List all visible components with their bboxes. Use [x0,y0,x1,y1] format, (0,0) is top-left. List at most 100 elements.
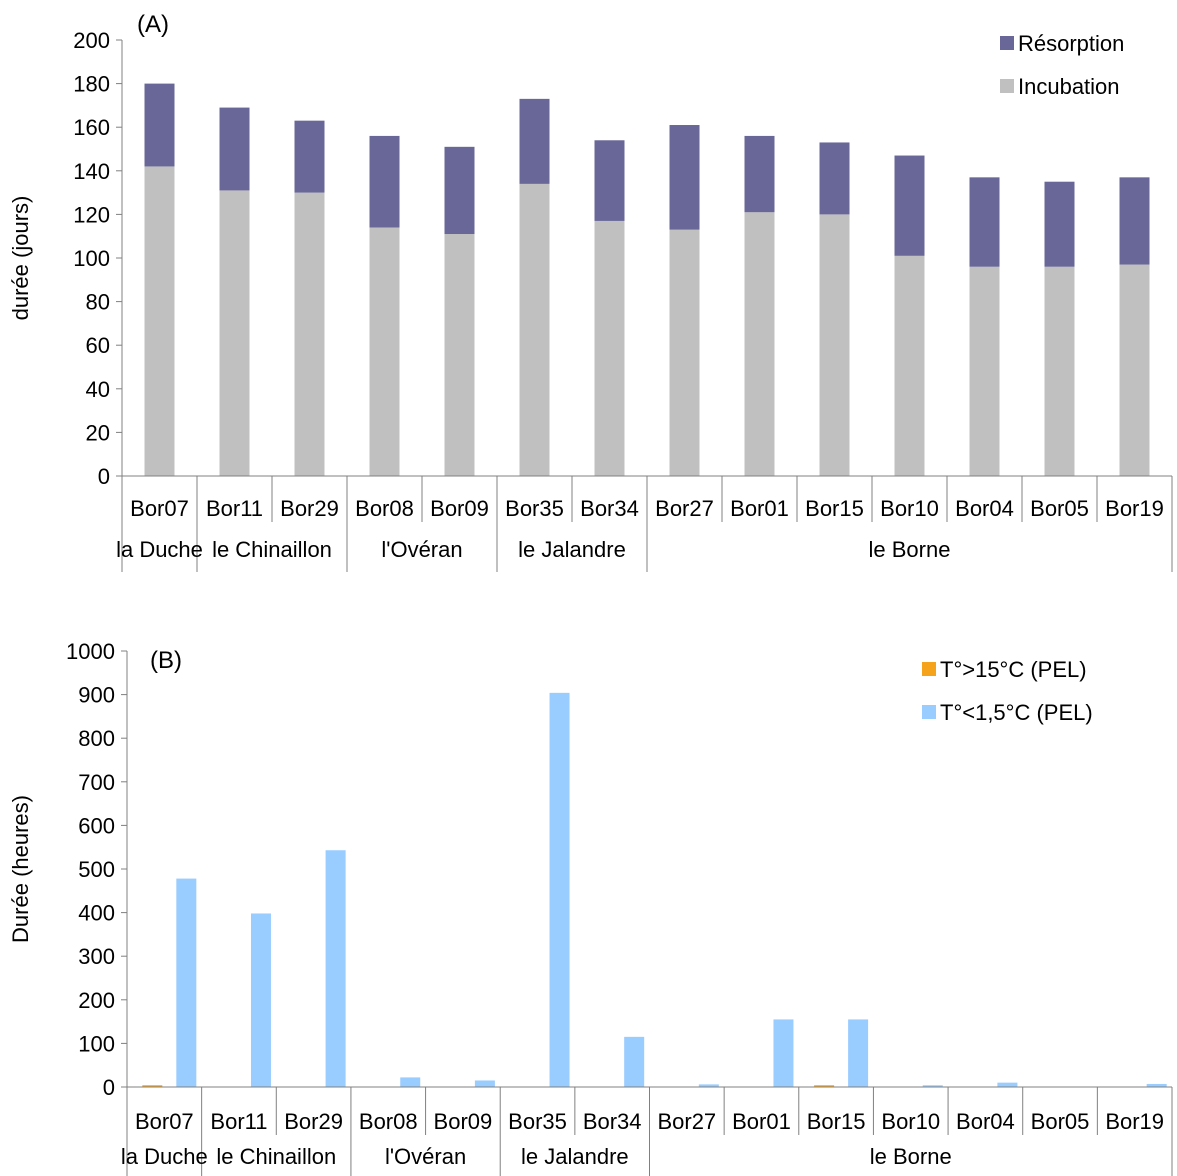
chart-b-x-tick-label: Bor27 [657,1109,716,1134]
chart-a-x-tick-label: Bor08 [355,496,414,521]
chart-b-y-axis-title: Durée (heures) [8,795,33,943]
chart-b-bar-cold [474,1080,495,1087]
chart-a-x-tick-label: Bor01 [730,496,789,521]
chart-b-x-tick-label: Bor34 [583,1109,642,1134]
chart-a-bar-resorption [444,146,475,235]
chart-a-x-tick-label: Bor27 [655,496,714,521]
chart-a-bar-resorption [294,120,325,193]
chart-a-bar-resorption [219,107,250,191]
chart-a-legend-label: Incubation [1018,74,1120,99]
chart-a-x-tick-label: Bor10 [880,496,939,521]
chart-b-y-tick-label: 500 [78,857,115,882]
chart-b-y-tick-label: 600 [78,813,115,838]
chart-a-legend-swatch [1000,36,1014,50]
chart-a-bar-incubation [369,227,400,476]
chart-a-group-label: la Duche [116,537,203,562]
chart-b-bar-cold [624,1036,645,1087]
chart-a-bar-incubation [144,166,175,476]
chart-b-bar-cold [400,1077,421,1087]
chart-a-y-tick-label: 160 [73,115,110,140]
chart-a-y-tick-label: 140 [73,159,110,184]
chart-b-y-tick-label: 0 [103,1075,115,1100]
chart-a-x-tick-label: Bor15 [805,496,864,521]
chart-a-bar-resorption [669,125,700,230]
chart-a-legend-swatch [1000,79,1014,93]
chart-b-x-tick-label: Bor05 [1031,1109,1090,1134]
chart-b-x-tick-label: Bor35 [508,1109,567,1134]
chart-b-x-tick-label: Bor29 [284,1109,343,1134]
chart-b-bar-cold [922,1085,943,1087]
chart-a-bar-resorption [1119,177,1150,265]
chart-b-legend-label: T°>15°C (PEL) [940,657,1087,682]
chart-a-x-tick-label: Bor35 [505,496,564,521]
chart-b-y-tick-label: 800 [78,726,115,751]
chart-b-group-label: le Jalandre [521,1144,629,1169]
chart-a-bar-resorption [744,135,775,213]
chart-b-bar-cold [549,692,570,1087]
chart-b-panel-label: (B) [150,647,182,674]
chart-a-bar-incubation [594,220,625,476]
chart-b-x-tick-label: Bor04 [956,1109,1015,1134]
chart-a-y-tick-label: 60 [86,333,110,358]
chart-a-x-tick-label: Bor19 [1105,496,1164,521]
chart-a-bar-resorption [519,98,550,184]
chart-b-legend-label: T°<1,5°C (PEL) [940,700,1093,725]
chart-b-bar-cold [773,1019,794,1087]
chart-a-bar-resorption [594,140,625,221]
chart-a-bar-resorption [894,155,925,256]
chart-b-x-tick-label: Bor01 [732,1109,791,1134]
chart-b-x-tick-label: Bor09 [434,1109,493,1134]
chart-a-bar-incubation [219,190,250,477]
chart-b-bar-cold [1146,1083,1167,1087]
chart-a-bar-incubation [519,183,550,476]
chart-b-group-label: la Duche [121,1144,208,1169]
chart-b-bar-cold [176,878,197,1087]
chart-b-y-tick-label: 900 [78,683,115,708]
chart-a-bar-incubation [894,255,925,476]
chart-a-bar-resorption [1044,181,1075,267]
chart-a-x-tick-label: Bor04 [955,496,1014,521]
chart-b-y-tick-label: 700 [78,770,115,795]
chart-a-x-tick-label: Bor11 [206,496,263,521]
chart-b-y-tick-label: 300 [78,944,115,969]
chart-b-bar-hot [142,1085,163,1087]
chart-a-x-tick-label: Bor07 [130,496,189,521]
chart-b-bar-cold [698,1084,719,1087]
chart-a-bar-incubation [969,266,1000,476]
chart-b-bar-cold [325,850,346,1087]
chart-a-bar-resorption [969,177,1000,267]
chart-b-group-label: le Borne [870,1144,952,1169]
chart-a-y-tick-label: 200 [73,28,110,53]
chart-b-group-label: le Chinaillon [216,1144,336,1169]
chart-a-y-tick-label: 80 [86,290,110,315]
chart-a-y-tick-label: 0 [98,464,110,489]
chart-a-x-tick-label: Bor09 [430,496,489,521]
chart-a-panel-label: (A) [137,11,169,38]
chart-b-bar-cold [250,913,271,1087]
chart-b-bar-cold [848,1019,869,1087]
chart-b-x-tick-label: Bor15 [807,1109,866,1134]
chart-a-group-label: le Jalandre [518,537,626,562]
chart-b-bar-hot [814,1085,835,1087]
chart-a-bar-incubation [1044,266,1075,476]
chart-a-bar-incubation [1119,264,1150,476]
chart-b-y-tick-label: 1000 [66,639,115,664]
chart-a-group-label: le Chinaillon [212,537,332,562]
chart-b-legend-swatch [922,705,936,719]
chart-b-y-tick-label: 400 [78,901,115,926]
chart-b-y-tick-label: 100 [78,1031,115,1056]
chart-a-bar-incubation [669,229,700,476]
chart-b-group-label: l'Ovéran [385,1144,466,1169]
chart-a-bar-incubation [744,212,775,476]
chart-a-y-tick-label: 100 [73,246,110,271]
chart-b-x-tick-label: Bor19 [1105,1109,1164,1134]
chart-a: 0 20 40 60 80 100 120 140 160 180 200 Bor07 Bor11 Bor… [8,11,1173,572]
chart-b-x-tick-label: Bor10 [881,1109,940,1134]
chart-b-legend-swatch [922,662,936,676]
chart-a-y-tick-label: 20 [86,420,110,445]
chart-b-bar-cold [997,1082,1018,1087]
chart-a-x-tick-label: Bor05 [1030,496,1089,521]
chart-a-legend-label: Résorption [1018,31,1124,56]
chart-b-y-tick-label: 200 [78,988,115,1013]
